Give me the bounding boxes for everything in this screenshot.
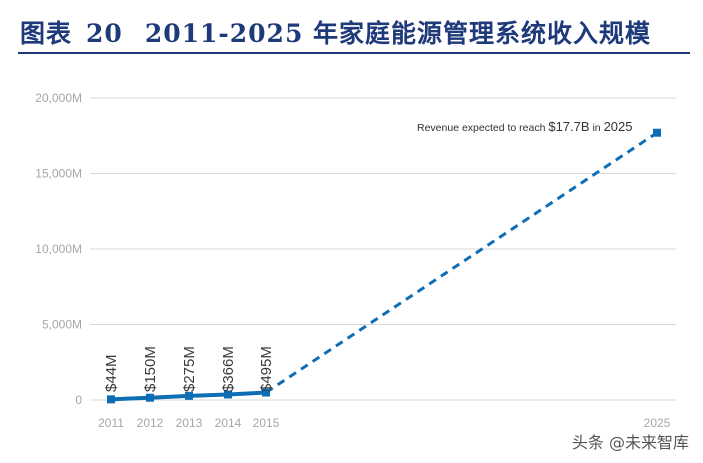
annotation-prefix: Revenue expected to reach [417, 122, 548, 134]
y-tick-label: 5,000M [42, 318, 82, 332]
x-tick-label: 2011 [98, 416, 124, 430]
x-tick-label: 2013 [176, 416, 203, 430]
x-axis-tick-labels: 2011 2012 2013 2014 2015 2025 [98, 416, 671, 430]
watermark: 头条 @未来智库 [571, 433, 689, 452]
data-point-2014 [224, 390, 232, 399]
data-label: $495M [258, 346, 275, 392]
y-tick-label: 15,000M [35, 167, 82, 181]
data-point-2015 [262, 388, 270, 397]
figure-number: 20 [86, 19, 123, 48]
data-point-2012 [146, 393, 154, 402]
revenue-series [107, 128, 661, 404]
x-tick-label: 2012 [137, 416, 164, 430]
data-point-2011 [107, 395, 115, 404]
annotation-middle: in [590, 122, 604, 134]
x-tick-label: 2025 [644, 416, 671, 430]
x-tick-label: 2014 [215, 416, 242, 430]
y-axis-tick-labels: 0 5,000M 10,000M 15,000M 20,000M [35, 91, 82, 407]
y-tick-label: 10,000M [35, 242, 82, 256]
annotation-text: Revenue expected to reach $17.7B in 2025 [417, 119, 632, 134]
annotation-year: 2025 [604, 119, 633, 134]
data-point-2025 [653, 128, 661, 137]
x-tick-label: 2015 [253, 416, 280, 430]
data-labels: $44M $150M $275M $366M $495M [103, 346, 275, 392]
chart-gridlines [90, 97, 676, 401]
data-point-2013 [185, 391, 193, 400]
y-tick-label: 20,000M [35, 91, 82, 105]
data-label: $44M [103, 354, 120, 392]
figure-title-bar: 图表 20 2011-2025 年家庭能源管理系统收入规模 [18, 8, 690, 54]
forecast-line [265, 131, 658, 394]
data-label: $150M [142, 346, 159, 392]
forecast-annotation: Revenue expected to reach $17.7B in 2025 [417, 119, 632, 134]
data-label: $366M [220, 346, 237, 392]
figure-label: 图表 [20, 19, 73, 48]
data-label: $275M [181, 346, 198, 392]
figure-title-text: 2011-2025 年家庭能源管理系统收入规模 [144, 19, 652, 48]
annotation-value: $17.7B [548, 119, 589, 134]
y-tick-label: 0 [75, 393, 82, 407]
figure-title: 图表 20 2011-2025 年家庭能源管理系统收入规模 [20, 14, 651, 50]
